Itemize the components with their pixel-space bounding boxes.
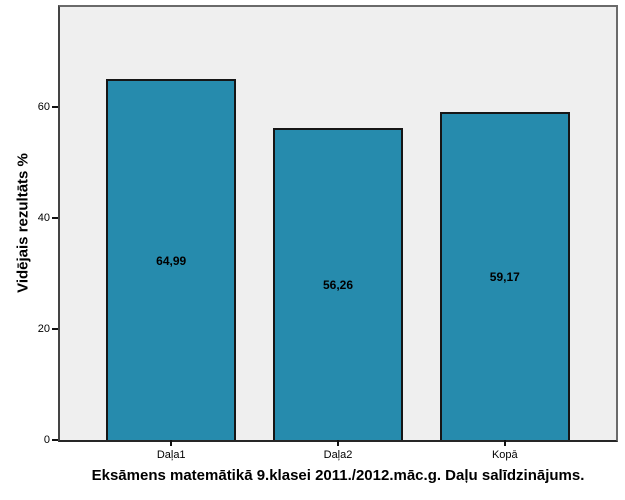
y-axis-tick [52,439,58,441]
x-axis-tick [503,440,506,446]
plot-area: 64,99 Daļa1 56,26 Daļa2 59,17 Kopā 0 20 40 60 [38,5,618,461]
chart-title: Eksāmens matemātikā 9.klasei 2011./2012.… [91,467,585,484]
bar-value-label: 64,99 [156,253,187,268]
x-category-label: Daļa2 [323,449,353,461]
y-axis-tick [52,327,58,330]
x-category-label: Daļa1 [156,449,186,461]
bar-value-label: 59,17 [489,269,520,284]
x-axis-tick [337,440,339,446]
bar-Daļa2: 56,26 [272,127,404,440]
x-axis-tick [170,440,173,446]
bar-Daļa1: 64,99 [106,79,237,440]
y-tick-label: 60 [37,100,50,113]
x-category-label: Kopā [491,449,518,461]
y-tick-label: 20 [37,322,50,335]
y-tick-label: 40 [37,211,50,224]
bar-Kopā: 59,17 [439,111,570,440]
bar-value-label: 56,26 [322,277,353,292]
y-axis-tick [52,105,58,108]
y-tick-label: 0 [43,434,50,446]
y-axis-title: Vidējais rezultāts % [14,153,32,293]
y-axis-tick [52,216,58,219]
